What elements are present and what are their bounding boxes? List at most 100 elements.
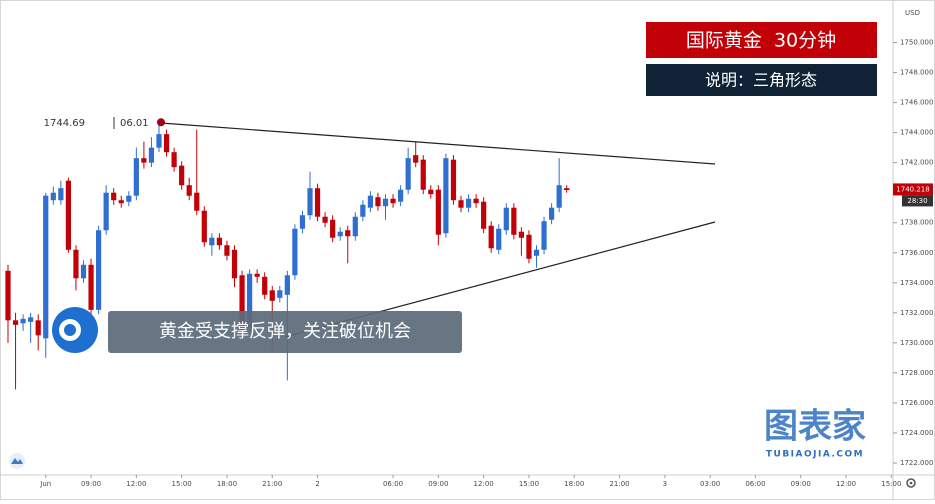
candle-body <box>171 152 177 168</box>
x-tick-label: 2 <box>315 480 319 488</box>
chart-title: 国际黄金 30分钟 <box>686 30 836 52</box>
x-tick-label: 09:00 <box>428 480 448 488</box>
candle-body <box>50 192 56 201</box>
x-tick-label: 09:00 <box>791 480 811 488</box>
candle-body <box>413 155 419 163</box>
candle-body <box>35 320 41 336</box>
x-tick-label: 15:00 <box>881 480 901 488</box>
candle-body <box>111 192 117 201</box>
candle-body <box>322 216 328 223</box>
candle-body <box>126 195 132 202</box>
x-tick-label: 21:00 <box>262 480 282 488</box>
candle-body <box>292 228 298 276</box>
candle-body <box>141 158 147 163</box>
watermark: 图表家 TUBIAOJIA.COM <box>764 407 866 460</box>
y-tick-label: 1726.000 <box>900 399 933 407</box>
chart-subtitle: 说明：三角形态 <box>705 71 817 90</box>
candle-body <box>337 231 343 237</box>
currency-label: USD <box>905 9 920 17</box>
candle-body <box>503 207 509 231</box>
candle-body <box>118 200 124 204</box>
candle-body <box>96 230 102 310</box>
x-tick-label: 18:00 <box>564 480 584 488</box>
candle-body <box>156 134 162 148</box>
candle-body <box>428 189 434 195</box>
upper-trendline <box>160 122 716 165</box>
annotation-text: 黄金受支撑反弹，关注破位机会 <box>159 321 411 342</box>
subtitle-box <box>646 64 877 96</box>
candle-body <box>420 159 426 190</box>
x-tick-label: 12:00 <box>474 480 494 488</box>
x-tick-label: 06:00 <box>745 480 765 488</box>
high-marker <box>157 118 165 127</box>
candle-body <box>73 249 79 279</box>
candle-body <box>201 210 207 243</box>
candle-body <box>526 234 532 259</box>
y-tick-label: 1748.000 <box>900 69 933 77</box>
candle-body <box>103 192 109 231</box>
candle-body <box>390 198 396 204</box>
title-box <box>646 22 877 58</box>
candle-body <box>367 195 373 208</box>
candle-body <box>88 264 94 310</box>
countdown-tag <box>902 195 933 207</box>
candle-body <box>5 270 11 321</box>
candle-body <box>284 275 290 295</box>
y-tick-label: 1728.000 <box>900 369 933 377</box>
candle-body <box>330 219 336 238</box>
candle-body <box>58 188 64 201</box>
watermark-title: 图表家 <box>764 407 866 447</box>
candle-body <box>20 318 26 324</box>
candle-body <box>269 290 275 301</box>
candle-body <box>194 192 200 211</box>
candle-body <box>405 158 411 190</box>
candle-body <box>277 290 283 298</box>
y-tick-label: 1744.000 <box>900 129 933 137</box>
y-tick-label: 1742.000 <box>900 159 933 167</box>
candle-body <box>314 188 321 217</box>
candle-body <box>488 225 494 249</box>
high-label: 1744.69 <box>44 118 85 129</box>
candle-body <box>458 200 464 208</box>
x-tick-label: 12:00 <box>836 480 856 488</box>
y-tick-label: 1746.000 <box>900 99 933 107</box>
high-time-label: 06.01 <box>120 118 149 129</box>
candle-body <box>28 317 34 322</box>
candle-body <box>345 230 351 237</box>
candle-body <box>360 204 366 217</box>
candle-body <box>518 231 524 238</box>
candle-body <box>262 276 268 295</box>
candle-body <box>352 216 358 237</box>
candle-body <box>533 249 540 256</box>
x-tick-label: 21:00 <box>609 480 629 488</box>
x-tick-label: 15:00 <box>172 480 192 488</box>
candle-body <box>299 215 306 229</box>
x-tick-label: Jun <box>39 480 51 488</box>
x-tick-label: 18:00 <box>217 480 237 488</box>
candle-body <box>511 207 517 235</box>
candle-body <box>496 228 502 250</box>
logo-icon <box>9 453 25 469</box>
candle-body <box>239 275 245 328</box>
x-tick-label: 12:00 <box>126 480 146 488</box>
y-tick-label: 1722.000 <box>900 459 933 467</box>
candle-body <box>556 185 562 208</box>
candle-body <box>133 158 139 196</box>
candle-body <box>224 245 230 256</box>
candle-body <box>163 134 170 153</box>
candle-body <box>307 188 313 216</box>
candle-body <box>481 201 487 229</box>
x-tick-label: 3 <box>663 480 667 488</box>
candle-body <box>43 195 49 339</box>
y-tick-label: 1732.000 <box>900 309 933 317</box>
x-tick-label: 03:00 <box>700 480 720 488</box>
settings-icon <box>906 478 916 488</box>
candle-body <box>541 221 547 250</box>
candle-body <box>80 264 87 279</box>
annotation-box <box>108 311 462 353</box>
candle-body <box>216 237 222 246</box>
last-price-label: 1740.218 <box>896 185 929 193</box>
x-tick-label: 09:00 <box>81 480 101 488</box>
countdown-label: 28:30 <box>907 197 927 205</box>
